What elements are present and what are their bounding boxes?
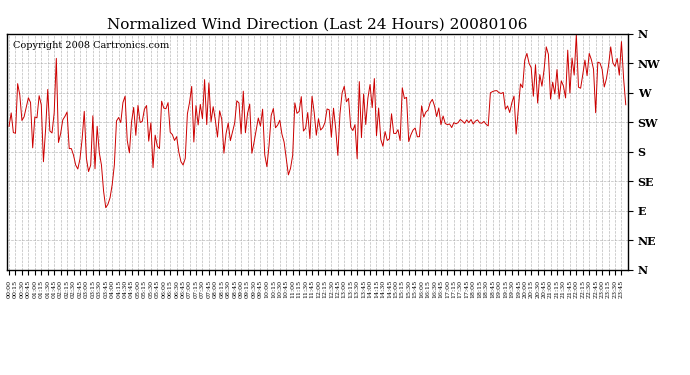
Text: Copyright 2008 Cartronics.com: Copyright 2008 Cartronics.com	[13, 41, 169, 50]
Title: Normalized Wind Direction (Last 24 Hours) 20080106: Normalized Wind Direction (Last 24 Hours…	[107, 17, 528, 31]
